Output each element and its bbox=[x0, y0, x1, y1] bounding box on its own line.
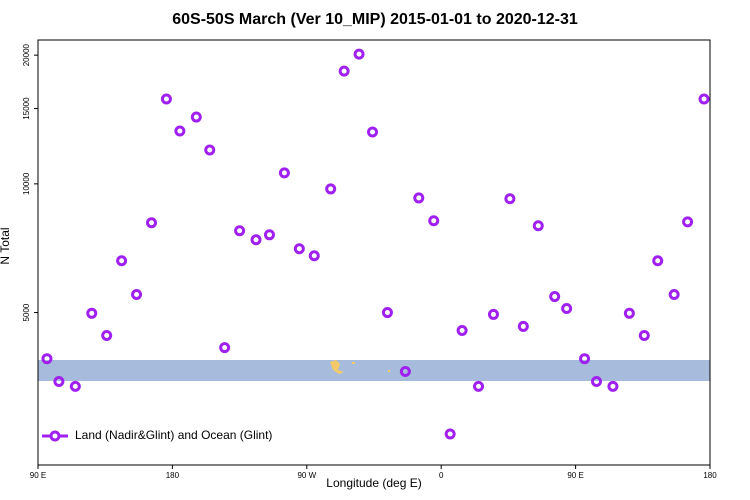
x-axis-label: Longitude (deg E) bbox=[326, 476, 421, 490]
point bbox=[145, 217, 157, 229]
point bbox=[174, 125, 186, 137]
point bbox=[668, 289, 680, 301]
land-patch bbox=[388, 370, 390, 372]
point bbox=[652, 255, 664, 267]
region-band bbox=[38, 360, 710, 381]
point bbox=[487, 308, 499, 320]
point bbox=[263, 229, 275, 241]
y-tick-label: 10000 bbox=[22, 172, 31, 195]
x-tick-label: 90 E bbox=[567, 471, 583, 480]
point bbox=[413, 192, 425, 204]
legend-marker bbox=[49, 430, 61, 442]
point bbox=[278, 167, 290, 179]
point bbox=[532, 220, 544, 232]
point bbox=[428, 215, 440, 227]
x-tick-label: 180 bbox=[166, 471, 180, 480]
point bbox=[682, 216, 694, 228]
point bbox=[549, 291, 561, 303]
point bbox=[250, 234, 262, 246]
point bbox=[69, 380, 81, 392]
point bbox=[381, 307, 393, 319]
point bbox=[131, 289, 143, 301]
point bbox=[234, 225, 246, 237]
land-patch bbox=[330, 360, 344, 374]
y-tick-label: 15000 bbox=[22, 97, 31, 120]
chart-title: 60S-50S March (Ver 10_MIP) 2015-01-01 to… bbox=[172, 11, 578, 28]
point bbox=[86, 307, 98, 319]
point bbox=[698, 93, 710, 105]
point bbox=[561, 303, 573, 315]
point bbox=[444, 428, 456, 440]
x-tick-label: 180 bbox=[703, 471, 717, 480]
y-tick-label: 20000 bbox=[22, 43, 31, 66]
point bbox=[293, 243, 305, 255]
point bbox=[101, 329, 113, 341]
point bbox=[517, 320, 529, 332]
point bbox=[338, 65, 350, 77]
point bbox=[473, 380, 485, 392]
point bbox=[504, 193, 516, 205]
plot-frame bbox=[37, 39, 711, 466]
point bbox=[204, 144, 216, 156]
point bbox=[399, 366, 411, 378]
land-patch bbox=[352, 362, 355, 364]
point bbox=[623, 307, 635, 319]
point bbox=[579, 353, 591, 365]
point bbox=[308, 250, 320, 262]
x-tick-label: 90 E bbox=[30, 471, 46, 480]
x-tick-label: 0 bbox=[439, 471, 444, 480]
point bbox=[219, 342, 231, 354]
point bbox=[367, 126, 379, 138]
point bbox=[160, 93, 172, 105]
point bbox=[638, 329, 650, 341]
point bbox=[353, 48, 365, 60]
point bbox=[591, 375, 603, 387]
y-tick-label: 5000 bbox=[22, 303, 31, 321]
point bbox=[41, 353, 53, 365]
point bbox=[116, 255, 128, 267]
point bbox=[190, 111, 202, 123]
y-axis-label: N Total bbox=[0, 227, 12, 264]
point bbox=[456, 324, 468, 336]
legend-label: Land (Nadir&Glint) and Ocean (Glint) bbox=[75, 428, 272, 442]
point bbox=[53, 375, 65, 387]
point bbox=[325, 183, 337, 195]
x-tick-label: 90 W bbox=[297, 471, 316, 480]
point bbox=[607, 380, 619, 392]
